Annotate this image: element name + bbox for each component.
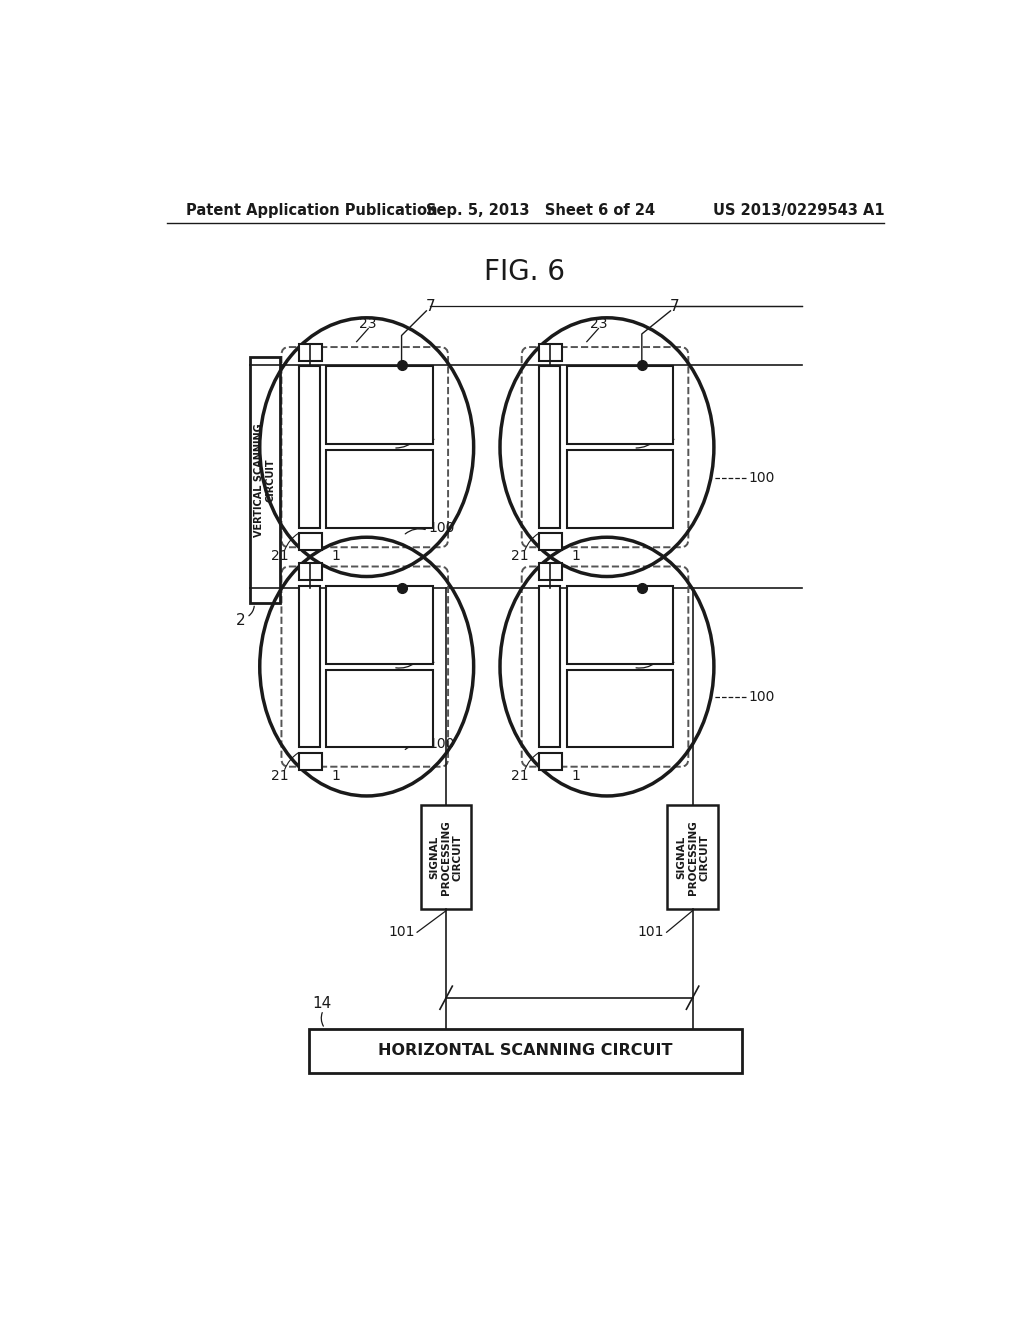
Bar (327, 367, 432, 444)
Bar (299, 367, 321, 528)
Text: Patent Application Publication: Patent Application Publication (186, 203, 437, 218)
Text: 1: 1 (571, 770, 581, 783)
Text: 21: 21 (271, 549, 289, 564)
Bar (566, 669, 673, 747)
Text: US 2013/0229543 A1: US 2013/0229543 A1 (713, 203, 885, 218)
Bar (327, 586, 432, 664)
Bar (539, 752, 562, 770)
Text: 1: 1 (331, 770, 340, 783)
Text: 21: 21 (511, 549, 529, 564)
Text: 101: 101 (388, 925, 415, 940)
Bar (421, 805, 471, 909)
Text: 1: 1 (571, 549, 581, 564)
Bar (327, 669, 432, 747)
Text: 100: 100 (429, 521, 455, 535)
Text: 100: 100 (429, 737, 455, 751)
Bar (299, 533, 322, 550)
Bar (539, 586, 560, 747)
Bar (539, 345, 562, 360)
Text: FIG. 6: FIG. 6 (484, 259, 565, 286)
Bar (299, 752, 322, 770)
Text: 23: 23 (569, 614, 587, 627)
Text: 101: 101 (638, 925, 665, 940)
Text: 14: 14 (312, 997, 332, 1011)
Text: 23: 23 (335, 614, 352, 627)
Bar (566, 586, 673, 664)
Text: 51: 51 (419, 429, 436, 442)
Bar (668, 805, 718, 909)
Text: 23: 23 (590, 317, 607, 331)
Text: SIGNAL
PROCESSING
CIRCUIT: SIGNAL PROCESSING CIRCUIT (676, 820, 710, 895)
Text: Sep. 5, 2013   Sheet 6 of 24: Sep. 5, 2013 Sheet 6 of 24 (426, 203, 655, 218)
Bar (566, 450, 673, 528)
Text: SIGNAL
PROCESSING
CIRCUIT: SIGNAL PROCESSING CIRCUIT (429, 820, 463, 895)
Text: 7: 7 (425, 298, 435, 314)
Text: VERTICAL SCANNING
CIRCUIT: VERTICAL SCANNING CIRCUIT (254, 424, 276, 537)
Text: 2: 2 (237, 612, 246, 628)
Bar (309, 1028, 741, 1073)
Text: 51: 51 (419, 652, 436, 665)
Text: 51: 51 (658, 652, 677, 665)
Text: 23: 23 (359, 317, 377, 331)
Bar (539, 564, 562, 581)
Text: 51: 51 (658, 429, 677, 442)
Text: 100: 100 (748, 690, 774, 705)
Text: 100: 100 (748, 471, 774, 484)
Text: HORIZONTAL SCANNING CIRCUIT: HORIZONTAL SCANNING CIRCUIT (378, 1043, 673, 1059)
Bar (566, 367, 673, 444)
Text: 1: 1 (331, 549, 340, 564)
Bar (299, 564, 322, 581)
Bar (327, 450, 432, 528)
Bar (299, 586, 321, 747)
Bar (539, 367, 560, 528)
Bar (539, 533, 562, 550)
Bar (299, 345, 322, 360)
Text: 21: 21 (511, 770, 529, 783)
Text: 21: 21 (271, 770, 289, 783)
Text: 7: 7 (670, 298, 679, 314)
Bar (251, 358, 280, 603)
